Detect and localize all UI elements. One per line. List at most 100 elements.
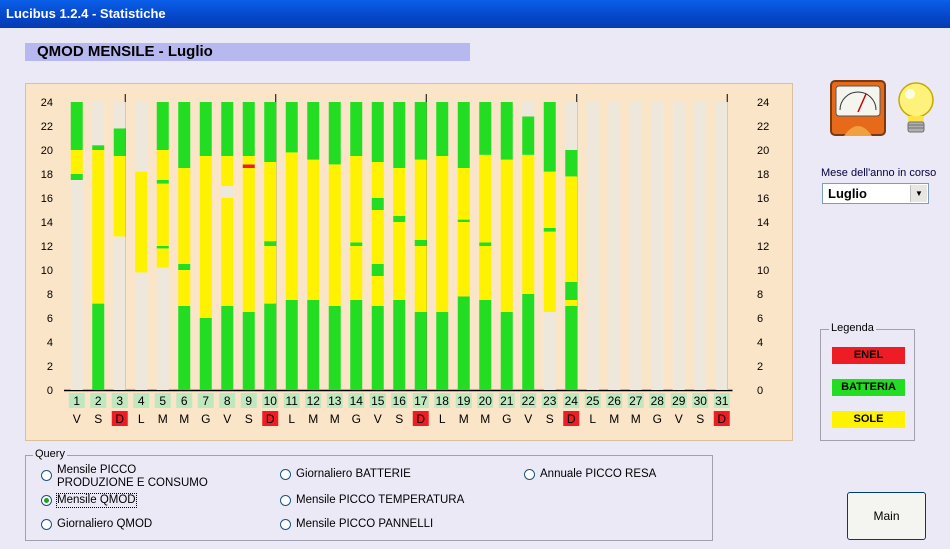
day-number-label: 8 xyxy=(224,394,231,408)
day-bar-segment-sole xyxy=(92,150,105,304)
day-number-label: 13 xyxy=(328,394,342,408)
sunday-marker xyxy=(563,411,580,426)
day-number-bg xyxy=(627,393,644,408)
weekday-label: V xyxy=(374,412,382,426)
day-bar-segment-batt xyxy=(264,303,277,390)
day-number-bg xyxy=(713,393,730,408)
day-bar-segment-sole xyxy=(371,210,384,264)
day-bar-segment-bg xyxy=(522,102,535,117)
day-bar-segment-sole xyxy=(350,156,363,243)
day-bar-segment-bg xyxy=(92,102,105,146)
day-number-label: 28 xyxy=(651,394,665,408)
day-bar-segment-bg xyxy=(672,102,685,390)
day-bar-segment-batt xyxy=(156,246,169,249)
radio-annuale-picco-resa[interactable]: Annuale PICCO RESA xyxy=(524,468,656,481)
day-number-label: 17 xyxy=(414,394,428,408)
y-tick-label-left: 10 xyxy=(41,265,53,277)
radio-mensile-qmod[interactable]: Mensile QMOD xyxy=(41,493,137,508)
day-bar-segment-sole xyxy=(436,300,449,312)
day-number-bg xyxy=(584,393,601,408)
day-number-bg xyxy=(520,393,537,408)
y-tick-label-right: 16 xyxy=(757,193,769,205)
day-bar-segment-batt xyxy=(436,102,449,156)
sunday-marker xyxy=(713,411,730,426)
radio-button-selected[interactable] xyxy=(41,495,52,506)
day-number-label: 1 xyxy=(73,394,80,408)
radio-button[interactable] xyxy=(41,470,52,481)
light-bulb-icon xyxy=(898,82,934,133)
day-bar-segment-bg xyxy=(543,312,556,390)
day-number-bg xyxy=(90,393,107,408)
radio-button[interactable] xyxy=(524,469,535,480)
day-bar-segment-batt xyxy=(565,150,578,177)
day-number-label: 9 xyxy=(245,394,252,408)
day-bar-segment-batt xyxy=(414,102,427,160)
radio-giornaliero-batterie[interactable]: Giornaliero BATTERIE xyxy=(280,468,411,481)
day-number-bg xyxy=(670,393,687,408)
day-bar-segment-batt xyxy=(565,306,578,390)
y-tick-label-right: 8 xyxy=(757,289,763,301)
day-number-label: 11 xyxy=(286,394,299,408)
day-number-label: 24 xyxy=(565,394,579,408)
day-bar-segment-batt xyxy=(457,219,470,222)
day-bar-segment-batt xyxy=(264,102,277,162)
weekday-label: D xyxy=(115,412,124,426)
weekday-label: L xyxy=(288,412,295,426)
weekday-label: S xyxy=(245,412,253,426)
day-bar-segment-batt xyxy=(565,282,578,300)
weekday-label: M xyxy=(480,412,490,426)
day-bar-segment-sole xyxy=(457,168,470,220)
day-number-label: 7 xyxy=(202,394,209,408)
radio-giornaliero-qmod[interactable]: Giornaliero QMOD xyxy=(41,518,152,531)
radio-button[interactable] xyxy=(41,519,52,530)
day-bar-segment-batt xyxy=(285,300,298,390)
weekday-label: S xyxy=(696,412,704,426)
day-bar-segment-sole xyxy=(350,246,363,300)
day-bar-segment-sole xyxy=(307,159,320,300)
radio-mensile-picco-pannelli[interactable]: Mensile PICCO PANNELLI xyxy=(280,518,433,531)
day-bar-segment-batt xyxy=(92,303,105,390)
day-bar-segment-batt xyxy=(371,306,384,390)
day-number-bg xyxy=(111,393,128,408)
y-tick-label-left: 12 xyxy=(41,241,53,253)
day-bar-segment-sole xyxy=(565,300,578,306)
main-button[interactable]: Main xyxy=(847,492,926,540)
day-bar-segment-sole xyxy=(500,300,513,312)
chevron-down-icon[interactable]: ▼ xyxy=(910,185,927,202)
day-bar-segment-bg xyxy=(565,102,578,150)
day-bar-segment-sole xyxy=(371,162,384,198)
day-bar-segment-sole xyxy=(242,306,255,312)
y-tick-label-left: 24 xyxy=(41,97,53,109)
radio-button[interactable] xyxy=(280,495,291,506)
day-bar-segment-batt xyxy=(307,102,320,160)
radio-button[interactable] xyxy=(280,469,291,480)
radio-mensile-picco-temperatura[interactable]: Mensile PICCO TEMPERATURA xyxy=(280,494,464,507)
day-bar-segment-sole xyxy=(264,162,277,242)
y-tick-label-left: 0 xyxy=(47,385,53,397)
day-number-bg xyxy=(219,393,236,408)
day-bar-segment-batt xyxy=(414,240,427,246)
day-bar-segment-batt xyxy=(285,102,298,153)
day-bar-segment-enel xyxy=(242,164,255,168)
day-bar-segment-sole xyxy=(371,276,384,306)
y-tick-label-left: 2 xyxy=(47,361,53,373)
y-tick-label-right: 22 xyxy=(757,121,769,133)
radio-mensile-picco[interactable]: Mensile PICCO PRODUZIONE E CONSUMO xyxy=(41,464,208,490)
day-number-bg xyxy=(176,393,193,408)
day-number-label: 16 xyxy=(393,394,407,408)
window-title: Lucibus 1.2.4 - Statistiche xyxy=(6,6,166,21)
y-tick-label-left: 14 xyxy=(41,217,53,229)
month-dropdown[interactable]: Luglio ▼ xyxy=(822,183,929,204)
day-bar-segment-sole xyxy=(178,168,191,264)
day-bar-segment-batt xyxy=(371,264,384,276)
day-bar-segment-batt xyxy=(92,145,105,150)
radio-button[interactable] xyxy=(280,519,291,530)
day-bar-segment-batt xyxy=(543,102,556,172)
day-bar-segment-sole xyxy=(479,246,492,300)
day-bar-segment-sole xyxy=(457,222,470,297)
day-number-bg xyxy=(68,393,85,408)
day-number-label: 27 xyxy=(629,394,643,408)
day-bar-segment-batt xyxy=(156,180,169,184)
weekday-label: G xyxy=(352,412,361,426)
radio-label: Mensile PICCO TEMPERATURA xyxy=(296,494,465,506)
